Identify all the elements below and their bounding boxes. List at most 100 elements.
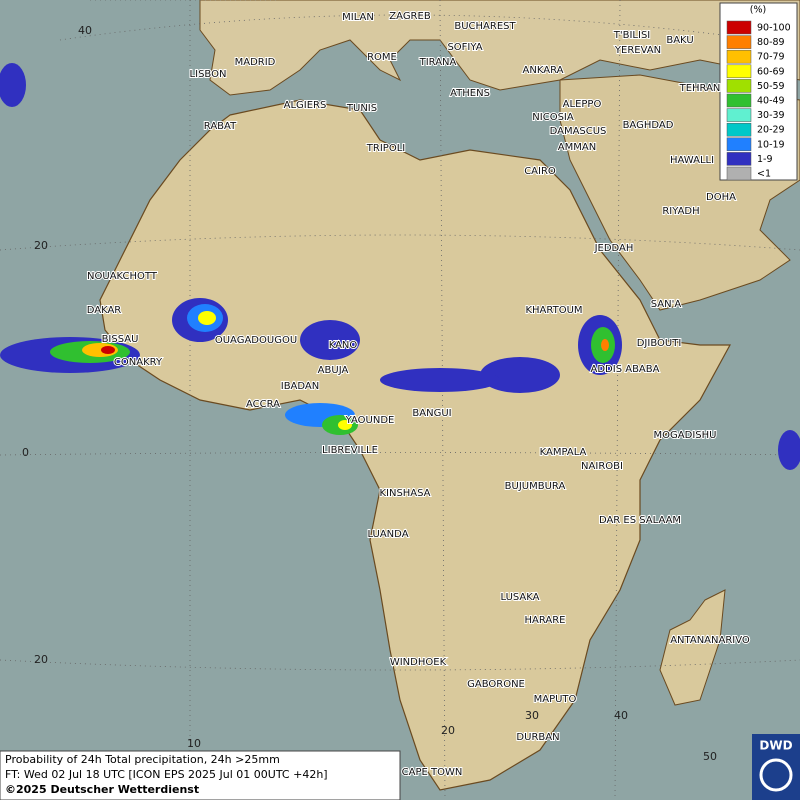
- city-label: WINDHOEK: [390, 657, 447, 668]
- city-label: NOUAKCHOTT: [87, 271, 158, 282]
- city-label: CONAKRY: [114, 357, 163, 368]
- city-label: OUAGADOUGOU: [215, 335, 297, 346]
- city-label: YEREVAN: [614, 45, 661, 56]
- footer-forecast: FT: Wed 02 Jul 18 UTC [ICON EPS 2025 Jul…: [5, 768, 328, 781]
- city-label: LUSAKA: [501, 592, 540, 603]
- city-label: ANTANANARIVO: [670, 635, 750, 646]
- longitude-label: 20: [441, 724, 455, 737]
- longitude-label: 30: [525, 709, 539, 722]
- legend-label: <1: [757, 169, 771, 180]
- latitude-label: 20: [34, 653, 48, 666]
- city-label: KAMPALA: [540, 447, 587, 458]
- city-label: MAPUTO: [534, 694, 577, 705]
- city-label: ALEPPO: [563, 99, 602, 110]
- city-label: ACCRA: [246, 399, 280, 410]
- city-label: DJIBOUTI: [637, 338, 682, 349]
- legend-swatch: [726, 137, 752, 152]
- latitude-label: 40: [78, 24, 92, 37]
- city-label: HAWALLI: [670, 155, 714, 166]
- city-label: BAGHDAD: [623, 120, 674, 131]
- city-label: TUNIS: [346, 103, 377, 114]
- city-label: ATHENS: [450, 88, 490, 99]
- city-label: BUCHAREST: [454, 21, 516, 32]
- footer-box: [0, 750, 401, 800]
- latitude-label: 0: [22, 446, 29, 459]
- city-label: LIBREVILLE: [322, 445, 378, 456]
- legend-swatch: [726, 64, 752, 79]
- logo: DWD: [759, 739, 792, 753]
- longitude-label: 40: [614, 709, 628, 722]
- city-label: BUJUMBURA: [505, 481, 566, 492]
- city-label: IBADAN: [281, 381, 320, 392]
- city-label: KHARTOUM: [525, 305, 582, 316]
- legend-label: 70-79: [757, 52, 785, 63]
- legend-swatch: [726, 79, 752, 93]
- city-label: ANKARA: [523, 65, 564, 76]
- city-label: TRIPOLI: [366, 143, 405, 154]
- legend-label: 1-9: [757, 154, 773, 165]
- city-label: BANGUI: [412, 408, 451, 419]
- city-label: AMMAN: [558, 142, 596, 153]
- city-label: DURBAN: [516, 732, 559, 743]
- city-label: ALGIERS: [284, 100, 327, 111]
- city-label: MOGADISHU: [654, 430, 717, 441]
- city-label: KANO: [329, 340, 358, 351]
- city-label: NAIROBI: [581, 461, 623, 472]
- legend-label: 50-59: [757, 81, 785, 92]
- city-label: GABORONE: [467, 679, 525, 690]
- city-label: ABUJA: [318, 365, 349, 376]
- longitude-label: 10: [187, 737, 201, 750]
- legend-label: 30-39: [757, 110, 785, 121]
- city-label: CAPE TOWN: [402, 767, 463, 778]
- city-label: BISSAU: [102, 334, 139, 345]
- city-label: SOFIYA: [447, 42, 482, 53]
- legend-swatch: [726, 122, 752, 137]
- city-label: ADDIS ABABA: [591, 364, 660, 375]
- city-label: T'BILISI: [613, 30, 650, 41]
- city-label: LISBON: [190, 69, 227, 80]
- precipitation-probability: [0, 63, 800, 470]
- legend-swatch: [726, 108, 752, 122]
- footer-copyright: ©2025 Deutscher Wetterdienst: [5, 783, 199, 796]
- city-label: NICOSIA: [532, 112, 574, 123]
- legend-swatch: [726, 166, 752, 181]
- legend-swatch: [726, 152, 752, 166]
- city-label: HARARE: [524, 615, 565, 626]
- city-label: DAMASCUS: [550, 126, 607, 137]
- city-label: CAIRO: [524, 166, 556, 177]
- land-madagascar: [659, 589, 726, 706]
- legend-label: 40-49: [757, 96, 785, 107]
- city-label: JEDDAH: [594, 243, 634, 254]
- city-label: DOHA: [706, 192, 736, 203]
- city-label: MILAN: [342, 12, 374, 23]
- city-label: TIRANA: [419, 57, 457, 68]
- legend-swatch: [726, 35, 752, 49]
- longitude-label: 50: [703, 750, 717, 763]
- city-label: LUANDA: [367, 529, 408, 540]
- city-label: DAR ES SALAAM: [599, 515, 681, 526]
- latitude-label: 20: [34, 239, 48, 252]
- city-label: DAKAR: [87, 305, 122, 316]
- city-label: ROME: [367, 52, 397, 63]
- legend-label: 80-89: [757, 37, 785, 48]
- legend-title: (%): [750, 5, 766, 16]
- legend-swatch: [726, 20, 752, 35]
- city-label: RABAT: [204, 121, 237, 132]
- city-label: RIYADH: [662, 206, 699, 217]
- legend-label: 10-19: [757, 139, 785, 150]
- city-label: MADRID: [235, 57, 276, 68]
- land-europe: [199, 0, 800, 96]
- city-label: TEHRAN: [679, 83, 721, 94]
- legend-label: 20-29: [757, 125, 785, 136]
- city-label: BAKU: [666, 35, 693, 46]
- legend-label: 60-69: [757, 66, 785, 77]
- legend-swatch: [726, 93, 752, 108]
- city-label: YAOUNDE: [345, 415, 395, 426]
- city-label: KINSHASA: [379, 488, 430, 499]
- logo-icon: [759, 758, 793, 792]
- city-label: SAN'A: [651, 299, 682, 310]
- city-label: ZAGREB: [389, 11, 431, 22]
- legend: (%) 90-100 80-89 70-79 60-69 50-59 40-49 30-39…: [719, 2, 798, 181]
